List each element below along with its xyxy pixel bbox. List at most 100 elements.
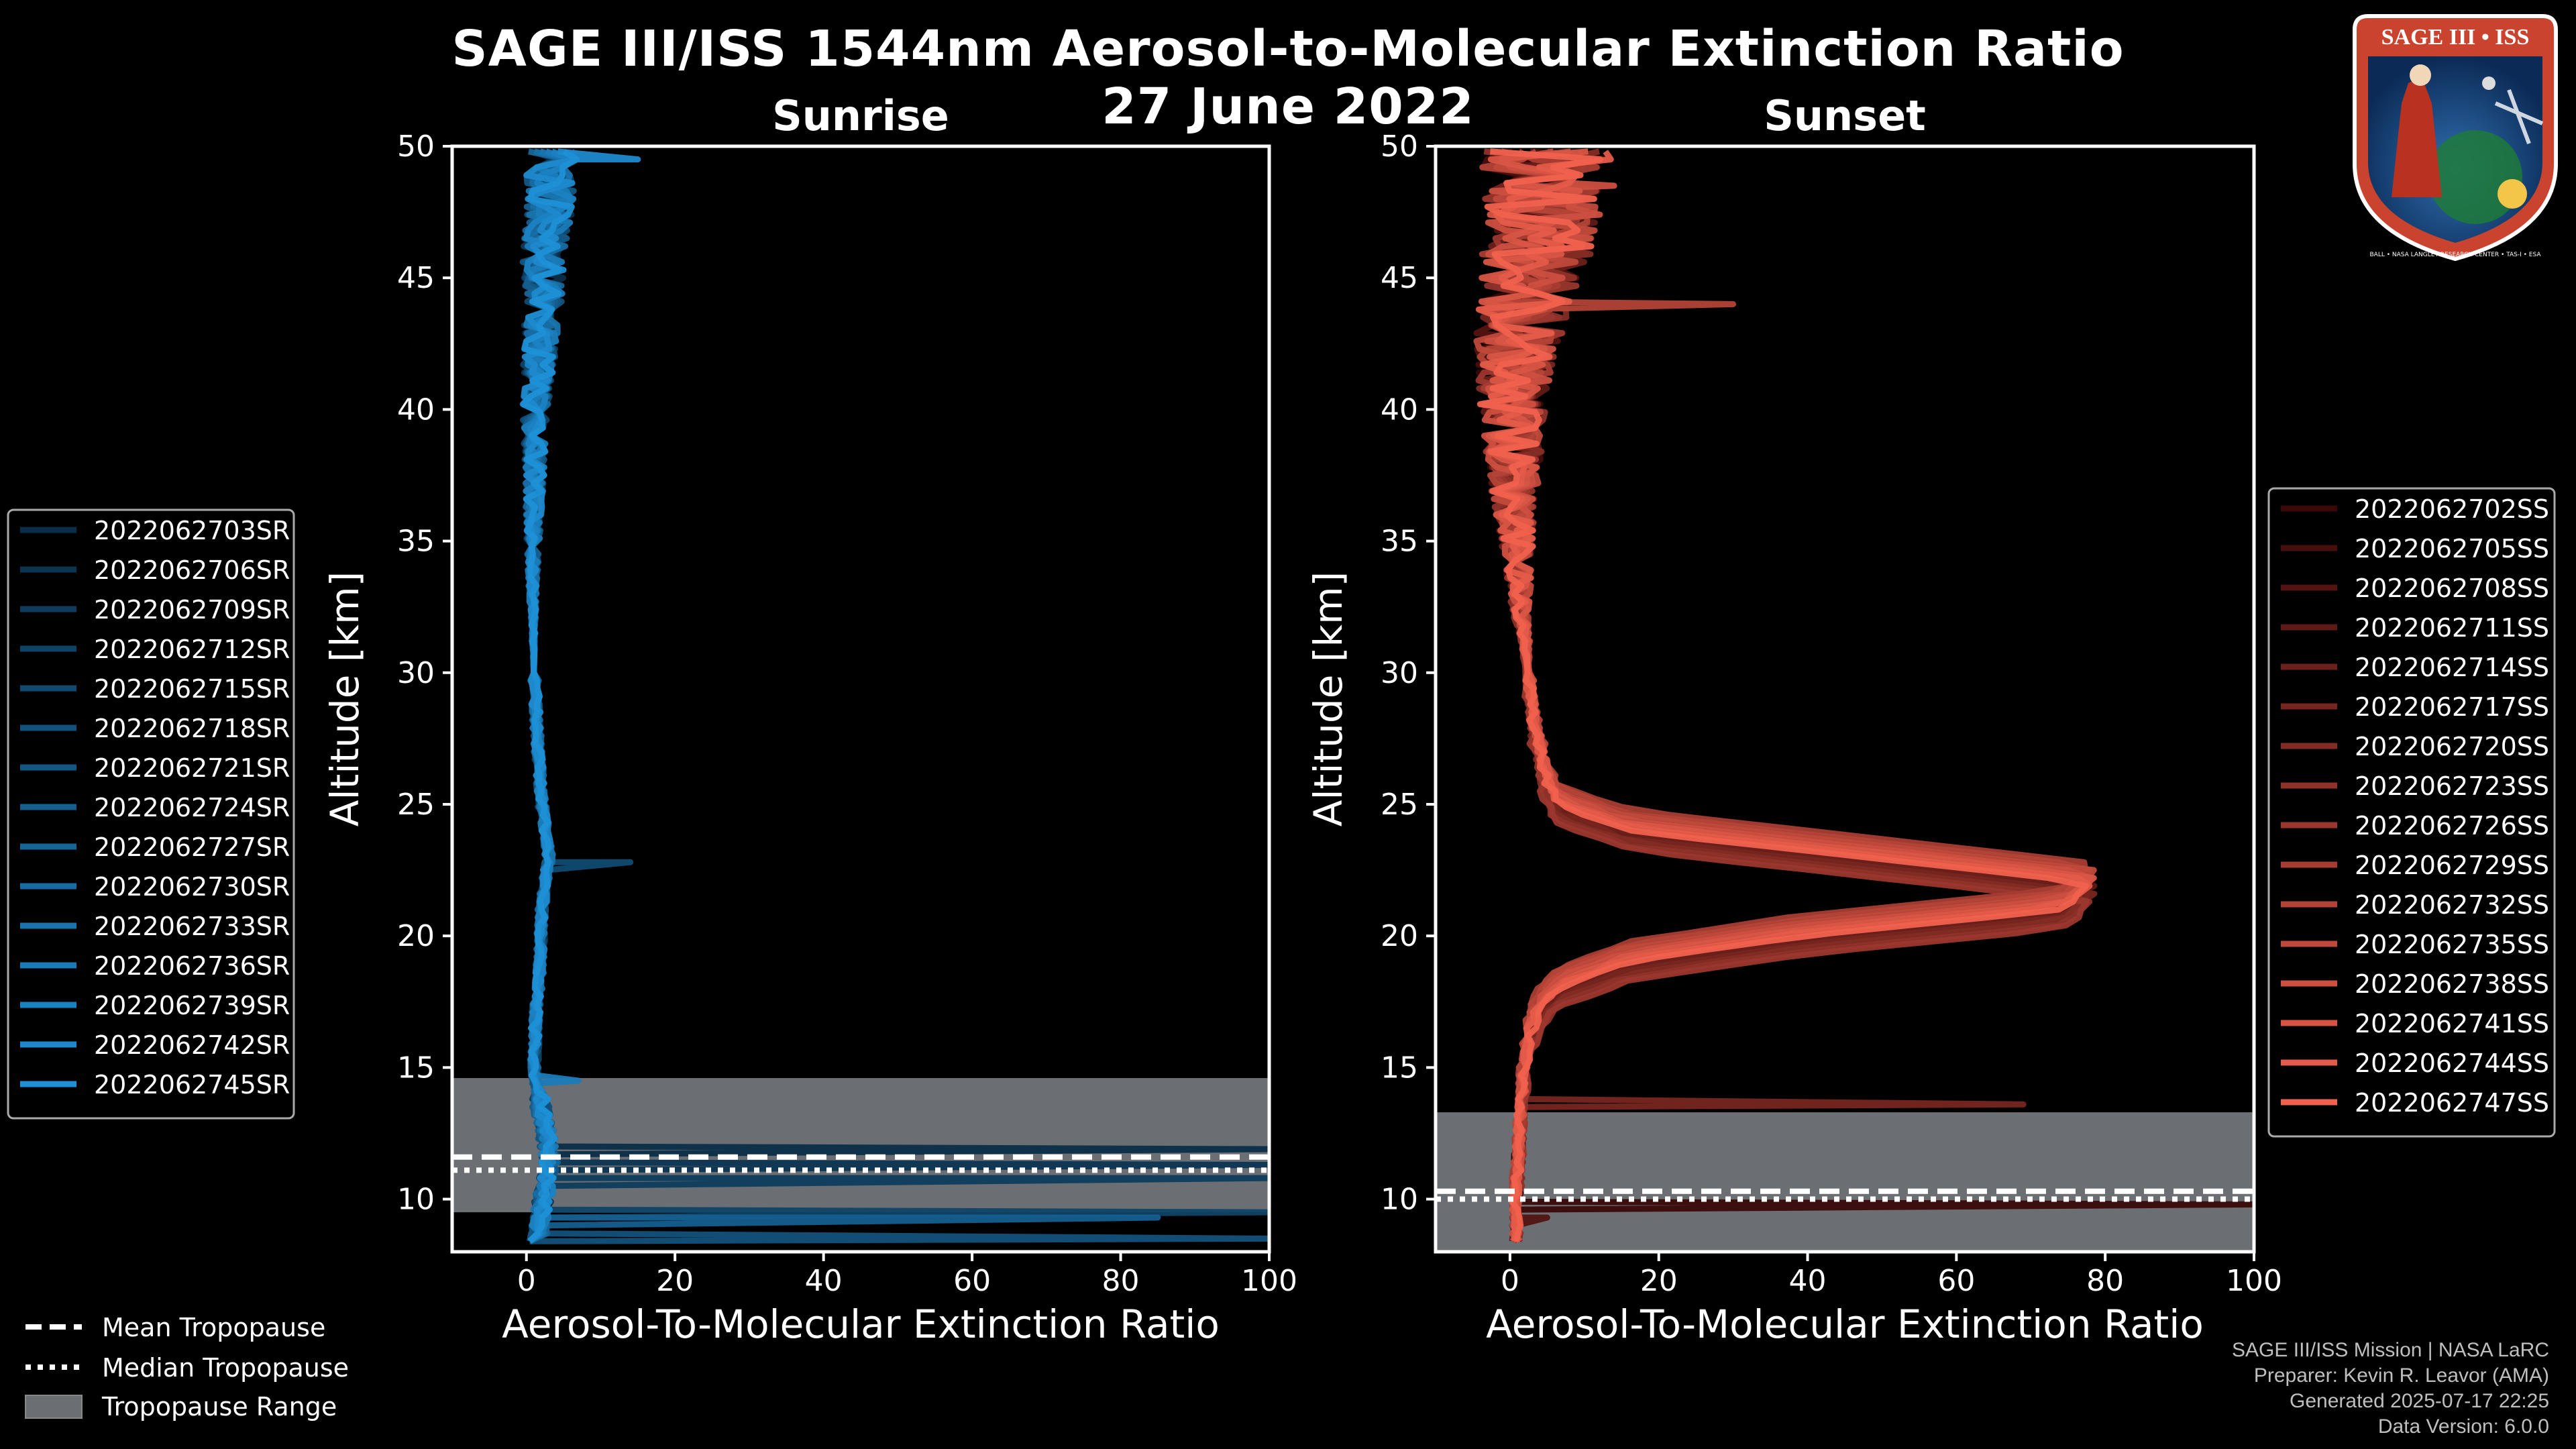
- legend-label-2022062733SR: 2022062733SR: [94, 912, 290, 941]
- legend-mean-label: Mean Tropopause: [102, 1313, 325, 1342]
- panel-subtitle: Sunset: [1764, 91, 1926, 140]
- panel-subtitle: Sunrise: [772, 91, 949, 140]
- x-tick-label: 0: [1501, 1264, 1519, 1298]
- y-tick-label: 45: [1381, 261, 1418, 295]
- x-tick-label: 60: [953, 1264, 991, 1298]
- figure-illustration: [2392, 76, 2442, 197]
- legend-sunset: 2022062702SS 2022062705SS 2022062708SS 2022…: [2267, 487, 2556, 1138]
- figure-date: 27 June 2022: [1102, 78, 1474, 136]
- profile-line-2022062712SR: [520, 150, 1269, 1243]
- profile-line-2022062702SS: [1474, 150, 2254, 1242]
- legend-label-2022062718SR: 2022062718SR: [94, 714, 290, 743]
- y-tick-label: 20: [1381, 919, 1418, 953]
- badge-ring-text: BALL • NASA LANGLEY RESEARCH CENTER • TA…: [2369, 252, 2541, 258]
- legend-label-2022062712SR: 2022062712SR: [94, 635, 290, 664]
- legend-label-2022062709SR: 2022062709SR: [94, 595, 290, 625]
- plot-area: [1436, 148, 2254, 1252]
- tropopause-legend: Mean Tropopause Median Tropopause Tropopau…: [25, 1313, 349, 1421]
- x-tick-label: 80: [2086, 1264, 2124, 1298]
- y-tick-label: 10: [397, 1183, 435, 1217]
- legend-label-2022062741SS: 2022062741SS: [2355, 1009, 2549, 1038]
- profile-line-2022062711SS: [1476, 148, 2098, 1242]
- legend-label-2022062744SS: 2022062744SS: [2355, 1049, 2549, 1078]
- legend-label-2022062730SR: 2022062730SR: [94, 872, 290, 902]
- y-tick-label: 30: [1381, 656, 1418, 690]
- y-tick-label: 10: [1381, 1183, 1418, 1217]
- y-axis-label: Altitude [km]: [1305, 572, 1351, 826]
- legend-range-label: Tropopause Range: [101, 1392, 337, 1421]
- profile-line-2022062703SR: [521, 148, 1269, 1244]
- profile-line-2022062732SS: [1477, 148, 2093, 1243]
- legend-label-2022062702SS: 2022062702SS: [2355, 494, 2549, 524]
- legend-label-2022062729SS: 2022062729SS: [2355, 851, 2549, 880]
- footer-generated: Generated 2025-07-17 22:25: [2290, 1390, 2549, 1412]
- legend-median-label: Median Tropopause: [102, 1353, 349, 1383]
- profile-line-2022062745SR: [520, 148, 580, 1244]
- y-tick-label: 40: [397, 392, 435, 427]
- x-tick-label: 40: [805, 1264, 843, 1298]
- profile-line-2022062747SS: [1477, 148, 2090, 1242]
- legend-label-2022062738SS: 2022062738SS: [2355, 969, 2549, 999]
- y-axis-label: Altitude [km]: [322, 572, 368, 826]
- x-tick-label: 100: [2226, 1264, 2282, 1298]
- x-tick-label: 60: [1937, 1264, 1975, 1298]
- profile-line-2022062709SR: [521, 149, 1269, 1244]
- y-tick-label: 20: [397, 919, 435, 953]
- y-tick-label: 45: [397, 261, 435, 295]
- y-tick-label: 50: [397, 129, 435, 164]
- profile-line-2022062741SS: [1478, 148, 2097, 1244]
- legend-label-2022062724SR: 2022062724SR: [94, 793, 290, 822]
- legend-label-2022062711SS: 2022062711SS: [2355, 613, 2549, 643]
- tropopause-range-band: [1436, 1112, 2254, 1252]
- profile-line-2022062714SS: [1479, 148, 2090, 1242]
- profile-line-2022062724SR: [521, 149, 1161, 1244]
- y-tick-label: 35: [1381, 525, 1418, 559]
- y-tick-label: 15: [397, 1051, 435, 1085]
- legend-label-2022062714SS: 2022062714SS: [2355, 653, 2549, 682]
- y-tick-label: 40: [1381, 392, 1418, 427]
- x-tick-label: 100: [1241, 1264, 1297, 1298]
- legend-label-2022062747SS: 2022062747SS: [2355, 1088, 2549, 1118]
- legend-label-2022062721SR: 2022062721SR: [94, 753, 290, 783]
- sage-iii-iss-mission-badge: SAGE III • ISS BALL • NASA LANGLEY RESEA…: [2353, 14, 2558, 262]
- legend-label-2022062736SR: 2022062736SR: [94, 951, 290, 981]
- footer-preparer: Preparer: Kevin R. Leavor (AMA): [2253, 1364, 2549, 1387]
- profile-line-2022062744SS: [1475, 150, 2093, 1242]
- x-tick-label: 20: [1640, 1264, 1678, 1298]
- profile-line-2022062723SS: [1482, 148, 2093, 1244]
- y-tick-label: 35: [397, 525, 435, 559]
- legend-label-2022062745SR: 2022062745SR: [94, 1070, 290, 1099]
- figure-footer: SAGE III/ISS Mission | NASA LaRC Prepare…: [2232, 1338, 2549, 1440]
- legend-label-2022062726SS: 2022062726SS: [2355, 811, 2549, 841]
- profile-line-2022062726SS: [1475, 148, 2090, 1242]
- profile-line-2022062720SS: [1476, 148, 2084, 1242]
- y-tick-label: 15: [1381, 1051, 1418, 1085]
- x-tick-label: 20: [656, 1264, 694, 1298]
- profile-line-2022062705SS: [1475, 148, 2095, 1242]
- legend-sunrise: 2022062703SR 2022062706SR 2022062709SR 2022…: [7, 508, 295, 1120]
- legend-label-2022062727SR: 2022062727SR: [94, 833, 290, 862]
- legend-label-2022062705SS: 2022062705SS: [2355, 534, 2549, 564]
- y-tick-label: 25: [397, 788, 435, 822]
- profile-line-2022062718SR: [521, 150, 1269, 1244]
- profile-line-2022062729SS: [1479, 148, 2089, 1242]
- footer-version: Data Version: 6.0.0: [2377, 1415, 2549, 1438]
- axes-frame: [1434, 144, 2256, 1254]
- legend-label-2022062732SS: 2022062732SS: [2355, 890, 2549, 920]
- legend-label-2022062723SS: 2022062723SS: [2355, 771, 2549, 801]
- legend-label-2022062742SR: 2022062742SR: [94, 1030, 290, 1060]
- x-axis-label: Aerosol-To-Molecular Extinction Ratio: [1486, 1301, 2204, 1347]
- profile-line-2022062738SS: [1481, 148, 2094, 1243]
- footer-mission: SAGE III/ISS Mission | NASA LaRC: [2232, 1339, 2549, 1361]
- y-tick-label: 25: [1381, 788, 1418, 822]
- figure-title: SAGE III/ISS 1544nm Aerosol-to-Molecular…: [451, 20, 2125, 78]
- legend-box: [7, 508, 295, 1120]
- legend-label-2022062715SR: 2022062715SR: [94, 674, 290, 704]
- x-tick-label: 0: [517, 1264, 536, 1298]
- legend-label-2022062720SS: 2022062720SS: [2355, 732, 2549, 761]
- x-axis-label: Aerosol-To-Molecular Extinction Ratio: [502, 1301, 1220, 1347]
- axes-frame: [450, 144, 1271, 1254]
- plot-area: [452, 148, 1269, 1244]
- y-tick-label: 50: [1381, 129, 1418, 164]
